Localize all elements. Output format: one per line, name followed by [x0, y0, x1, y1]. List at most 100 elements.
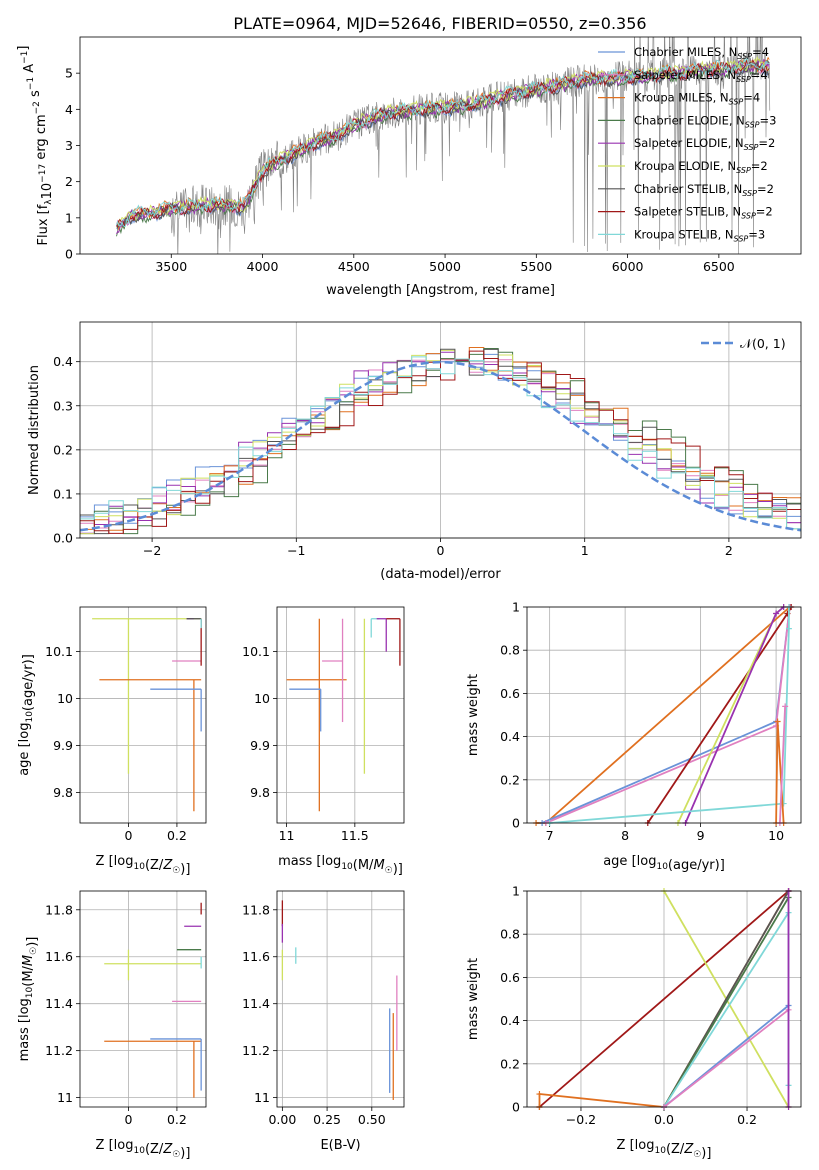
errorbars [104, 902, 202, 1098]
legend-tail: =3 [748, 227, 765, 241]
label-part: E(B-V) [320, 1138, 360, 1153]
x-axis-label: Z [log10(Z/Z☉)] [96, 1138, 191, 1161]
x-tick-label: 6000 [612, 259, 644, 274]
legend-sub: SSP [729, 98, 744, 107]
x-tick-label: 0 [124, 1112, 132, 1127]
legend-tail: =2 [758, 136, 775, 150]
label-part: (M/ [21, 965, 36, 986]
x-axis-label: E(B-V) [320, 1138, 360, 1153]
x-tick-label: 0 [124, 828, 132, 843]
y-axis-label: age [log10(age/yr)] [17, 654, 36, 776]
axes-frame [276, 890, 405, 1108]
mass-weight-point-kroupa_miles [536, 1091, 543, 1098]
mass-weight-point-kroupa_miles [774, 718, 781, 725]
y-tick-label: 0 [512, 1100, 520, 1115]
y-tick-label: 0.0 [53, 531, 73, 546]
legend-sub: SSP [741, 212, 756, 221]
legend-tail: =2 [757, 182, 774, 196]
y-tick-label: 0 [512, 816, 520, 831]
y-tick-label: 10 [57, 691, 73, 706]
label-part: age [ [17, 742, 32, 775]
label-part: Z [ [96, 1138, 114, 1153]
x-tick-label: 0.2 [737, 1112, 757, 1127]
mass-weight-line-salpeter_miles [663, 1009, 790, 1108]
y-tick-label: 11.2 [45, 1043, 73, 1058]
legend-label-salpeter_elodie: Salpeter ELODIE, NSSP=2 [634, 136, 775, 152]
x-tick-label: 5000 [429, 259, 461, 274]
y-tick-label: 0.8 [500, 927, 520, 942]
legend-tail: =4 [743, 91, 760, 105]
y-axis-label: mass weight [466, 674, 481, 756]
label-part: ☉ [385, 866, 393, 876]
mass-weight-line-chabrier_elodie [663, 897, 790, 1108]
x-tick-label: 5500 [520, 259, 552, 274]
x-tick-label: −0.2 [566, 1112, 596, 1127]
label-part: Z [162, 1142, 173, 1157]
label-part: log [17, 723, 32, 743]
label-part: M [373, 858, 384, 873]
label-part: Z [683, 1142, 694, 1157]
y-tick-label: 11 [57, 1090, 73, 1105]
label-part: 10 [134, 862, 146, 872]
label-part: log [637, 854, 657, 869]
y-tick-label: 11.8 [242, 902, 270, 917]
y-tick-label: 3 [65, 138, 73, 153]
figure-title: PLATE=0964, MJD=52646, FIBERID=0550, z=0… [233, 14, 646, 33]
y-tick-label: 0.4 [500, 729, 520, 744]
x-tick-label: 0.00 [268, 1112, 296, 1127]
y-axis-label: Normed distribution [27, 365, 42, 495]
y-tick-label: 9.8 [53, 785, 73, 800]
x-tick-label: 2 [725, 543, 733, 558]
x-tick-label: 8 [621, 828, 629, 843]
label-part: −1 [26, 77, 36, 90]
legend-text: Chabrier STELIB, N [634, 182, 742, 196]
x-tick-label: 10 [768, 828, 784, 843]
y-tick-label: 5 [65, 66, 73, 81]
y-tick-label: 11.8 [45, 902, 73, 917]
x-tick-label: 0.50 [358, 1112, 386, 1127]
label-part: ☉ [693, 1150, 701, 1160]
label-part: ] [16, 46, 31, 51]
label-part: M [21, 955, 36, 966]
x-axis-label: Z [log10(Z/Z☉)] [617, 1138, 712, 1161]
mass-weight-line-salpeter_miles [779, 706, 786, 824]
y-axis-label: mass [log10(M/M☉)] [17, 937, 40, 1062]
mass-weight-line-kroupa_stelib [549, 607, 790, 824]
legend-text: Salpeter ELODIE, N [634, 136, 744, 150]
legend-sub: SSP [744, 143, 759, 152]
y-tick-label: 9.8 [250, 785, 270, 800]
label-part: −2 [32, 101, 42, 114]
label-part: Z [162, 858, 173, 873]
axes-frame [526, 890, 802, 1108]
legend-sub: SSP [737, 52, 752, 61]
label-part: Z [ [617, 1138, 635, 1153]
label-part: Flux [f [36, 204, 51, 245]
x-tick-label: 11 [279, 828, 295, 843]
errorbars [286, 618, 401, 812]
legend-text: Salpeter STELIB, N [634, 205, 741, 219]
label-part: (age/yr)] [668, 858, 725, 873]
y-tick-label: 0 [65, 247, 73, 262]
y-tick-label: 0.6 [500, 686, 520, 701]
x-axis-label: age [log10(age/yr)] [603, 854, 725, 873]
legend-label-salpeter_miles: Salpeter MILES, NSSP=4 [634, 68, 768, 84]
model-kroupa_stelib [116, 58, 770, 227]
y-tick-label: 9.9 [250, 738, 270, 753]
label-part: )] [701, 1146, 711, 1161]
label-part: 10 [341, 862, 353, 872]
label-part: )] [393, 862, 403, 877]
label-part: ☉ [172, 1150, 180, 1160]
x-tick-label: 0.25 [313, 1112, 341, 1127]
y-tick-label: 0.2 [500, 772, 520, 787]
legend-label-normal: 𝒩(0, 1) [740, 336, 786, 351]
legend-sub: SSP [734, 234, 749, 243]
x-tick-label: 11.5 [341, 828, 369, 843]
x-tick-label: 6500 [703, 259, 735, 274]
y-tick-label: 9.9 [53, 738, 73, 753]
label-part: log [114, 854, 134, 869]
observed-spectrum [116, 37, 771, 254]
label-part: Z [ [96, 854, 114, 869]
